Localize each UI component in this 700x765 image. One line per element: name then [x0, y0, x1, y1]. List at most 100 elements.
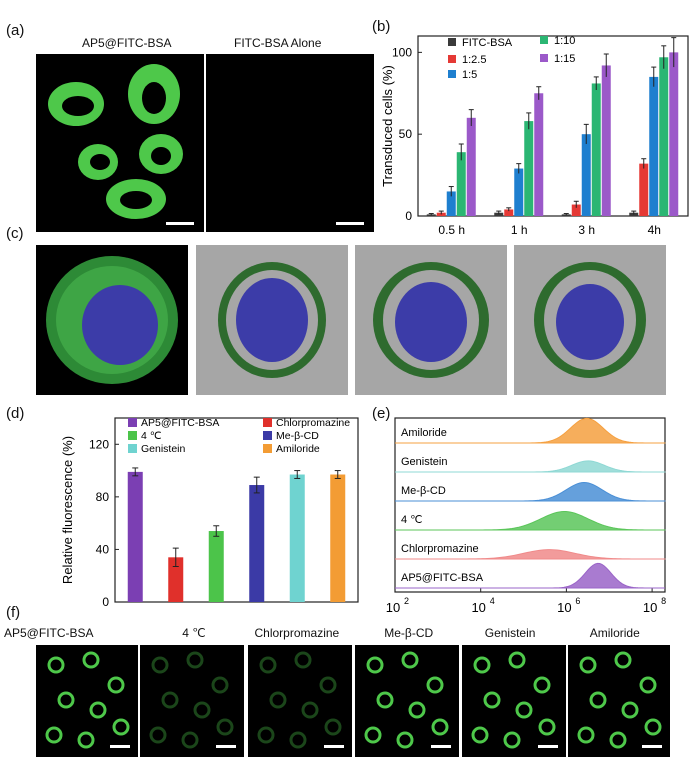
histogram-peak	[395, 460, 666, 473]
track-label: Me-β-CD	[401, 485, 446, 497]
bar	[669, 52, 679, 217]
panel-f-title: Amiloride	[589, 626, 640, 640]
cell	[324, 718, 342, 736]
x-tick-label: 0.5 h	[438, 223, 465, 237]
panel-f-title: AP5@FITC-BSA	[4, 626, 94, 640]
bar	[639, 163, 649, 216]
cell	[508, 651, 526, 669]
track-label: 4 ℃	[401, 514, 423, 526]
bar	[446, 191, 456, 216]
cell	[181, 731, 199, 749]
panel-label-c: (c)	[6, 225, 24, 242]
scale-bar	[166, 222, 194, 225]
cell	[639, 676, 657, 694]
cell	[609, 731, 627, 749]
cell	[89, 701, 107, 719]
cell	[259, 656, 277, 674]
histogram-peak	[395, 417, 666, 444]
legend-label: Me-β-CD	[276, 430, 319, 442]
chart-d: 0 40 80 120 Relative fluorescence (%) AP5@FIT…	[60, 417, 359, 609]
bar	[127, 471, 143, 602]
cell	[211, 676, 229, 694]
bar	[601, 65, 611, 216]
cell	[426, 676, 444, 694]
cell	[151, 656, 169, 674]
legend-swatch	[448, 70, 456, 78]
chart-b: 0 50 100 Transduced cells (%) 0.5 h 1 h 3 h 4h F…	[380, 35, 689, 237]
scale-bar	[324, 745, 344, 748]
legend-label: Genistein	[141, 443, 186, 455]
legend-swatch	[263, 418, 272, 427]
x-tick-label: 10	[643, 600, 657, 615]
cell	[515, 701, 533, 719]
panel-f-title: Chlorpromazine	[254, 626, 340, 640]
bar	[659, 57, 669, 216]
legend-swatch	[128, 418, 137, 427]
bar	[208, 531, 224, 602]
legend-label: Amiloride	[276, 443, 320, 455]
legend-label: FITC-BSA	[462, 37, 513, 49]
cell-micrograph	[462, 645, 566, 757]
cell	[483, 691, 501, 709]
cell	[47, 656, 65, 674]
panel-label-a: (a)	[6, 22, 25, 39]
bar	[591, 83, 601, 216]
bar	[629, 212, 639, 216]
track-label: Chlorpromazine	[401, 543, 479, 555]
cell	[216, 718, 234, 736]
cell	[401, 651, 419, 669]
cell	[77, 731, 95, 749]
cell	[289, 731, 307, 749]
cell	[161, 691, 179, 709]
y-tick-label: 120	[89, 437, 109, 451]
plot-frame	[417, 35, 689, 217]
legend-swatch	[448, 55, 456, 63]
bar	[649, 76, 659, 216]
micrograph-ap5-fitc-bsa	[36, 54, 204, 232]
legend-swatch	[448, 38, 456, 46]
y-axis-label: Transduced cells (%)	[380, 65, 395, 187]
scale-bar	[110, 745, 130, 748]
x-tick-exponent: 8	[661, 596, 666, 606]
panel-label-d: (d)	[6, 405, 25, 422]
panel-a-title-1: AP5@FITC-BSA	[82, 36, 172, 50]
cell	[301, 701, 319, 719]
legend-swatch	[540, 36, 548, 44]
panel-label-b: (b)	[372, 18, 391, 35]
cell	[366, 656, 384, 674]
cell-micrograph	[36, 645, 138, 757]
cell	[257, 726, 275, 744]
bar	[524, 121, 534, 216]
cell	[533, 676, 551, 694]
cell	[186, 651, 204, 669]
bar	[494, 212, 504, 216]
cell	[112, 718, 130, 736]
cell	[538, 718, 556, 736]
y-tick-label: 40	[96, 542, 110, 556]
panel-f-title: Genistein	[484, 626, 536, 640]
3d-render-view-2	[355, 245, 507, 395]
cell-micrograph	[140, 645, 244, 757]
bar	[581, 134, 591, 216]
legend-label: 4 ℃	[141, 430, 162, 442]
bar	[436, 212, 446, 216]
3d-render-view-3	[514, 245, 666, 395]
x-tick-label: 10	[471, 600, 485, 615]
x-tick-label: 10	[557, 600, 571, 615]
cell	[621, 701, 639, 719]
y-tick-label: 50	[399, 127, 413, 141]
legend-label: 1:10	[554, 35, 575, 47]
legend-label: AP5@FITC-BSA	[141, 417, 219, 429]
scale-bar	[431, 745, 451, 748]
cell	[644, 718, 662, 736]
plot-frame	[394, 417, 666, 593]
bar	[330, 474, 346, 602]
track-label: AP5@FITC-BSA	[401, 572, 484, 584]
chart-e: 10 2 10 4 10 6 10 8 Amiloride Genistein Me-β-CD 4 ℃…	[386, 417, 666, 615]
cell-micrograph	[355, 645, 459, 757]
histogram-peak	[395, 511, 666, 531]
bar	[168, 557, 184, 602]
3d-render-view-1	[196, 245, 348, 395]
x-tick-label: 3 h	[578, 223, 595, 237]
cell	[107, 676, 125, 694]
